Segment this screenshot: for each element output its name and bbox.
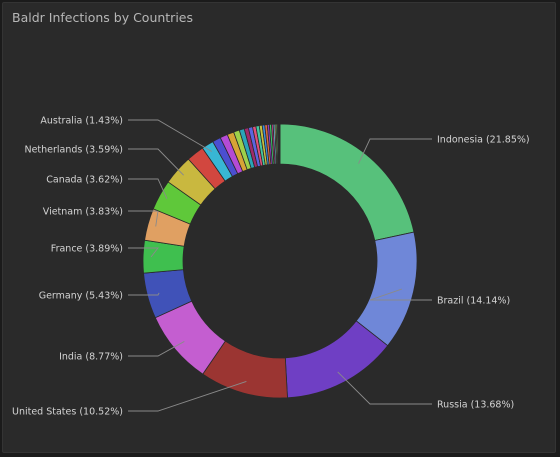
leader-line [358,138,432,164]
pie-slice-other-32[interactable] [278,123,281,165]
slice-label: United States (10.52%) [12,407,123,418]
slice-label: Brazil (14.14%) [437,296,510,307]
slice-label: Australia (1.43%) [40,116,123,127]
leader-line [128,247,159,258]
slice-label: India (8.77%) [59,352,123,363]
leader-line [337,371,432,405]
slice-label: Germany (5.43%) [39,291,123,302]
leader-line [128,119,213,152]
leader-line [128,178,168,199]
leader-line [128,341,185,357]
slice-label: Indonesia (21.85%) [437,135,530,146]
leader-line [369,288,432,301]
slice-label: Russia (13.68%) [437,400,514,411]
leader-line [128,380,247,412]
pie-slice-indonesia[interactable] [279,123,415,241]
slice-label: Vietnam (3.83%) [43,207,123,218]
leader-line [128,292,160,296]
leader-line [128,148,184,176]
slice-label: Canada (3.62%) [46,175,123,186]
slice-label: France (3.89%) [51,244,123,255]
slice-label: Netherlands (3.59%) [24,145,123,156]
panel-title: Baldr Infections by Countries [12,10,193,25]
